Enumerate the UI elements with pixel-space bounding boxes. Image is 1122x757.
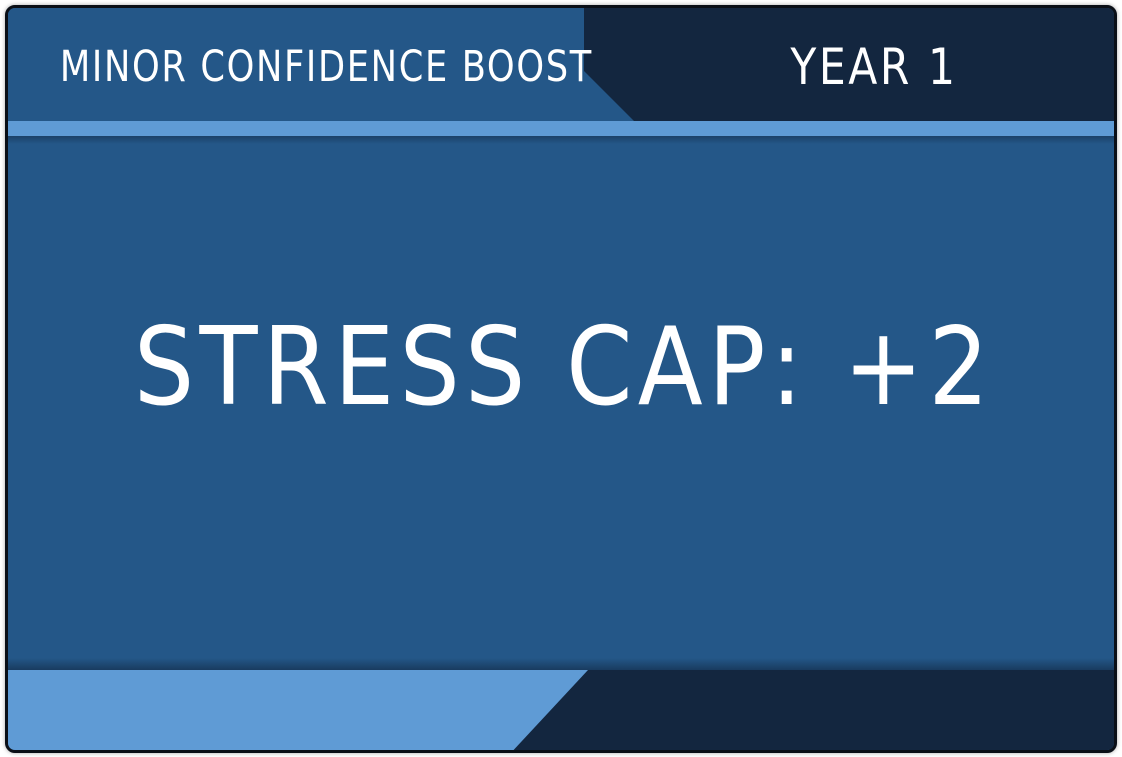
card-year-label: YEAR 1 bbox=[790, 38, 958, 96]
card-effect-text: STRESS CAP: +2 bbox=[133, 305, 995, 430]
footer-shadow bbox=[8, 658, 1114, 670]
card-header-year-panel bbox=[584, 8, 1114, 121]
upgrade-card[interactable]: MINOR CONFIDENCE BOOST YEAR 1 STRESS CAP… bbox=[5, 5, 1117, 753]
footer-accent-band bbox=[8, 670, 588, 750]
header-accent-stripe bbox=[8, 121, 1114, 136]
card-title: MINOR CONFIDENCE BOOST bbox=[59, 42, 593, 92]
header-shadow bbox=[8, 136, 1114, 144]
card-header-title-panel bbox=[8, 8, 638, 121]
